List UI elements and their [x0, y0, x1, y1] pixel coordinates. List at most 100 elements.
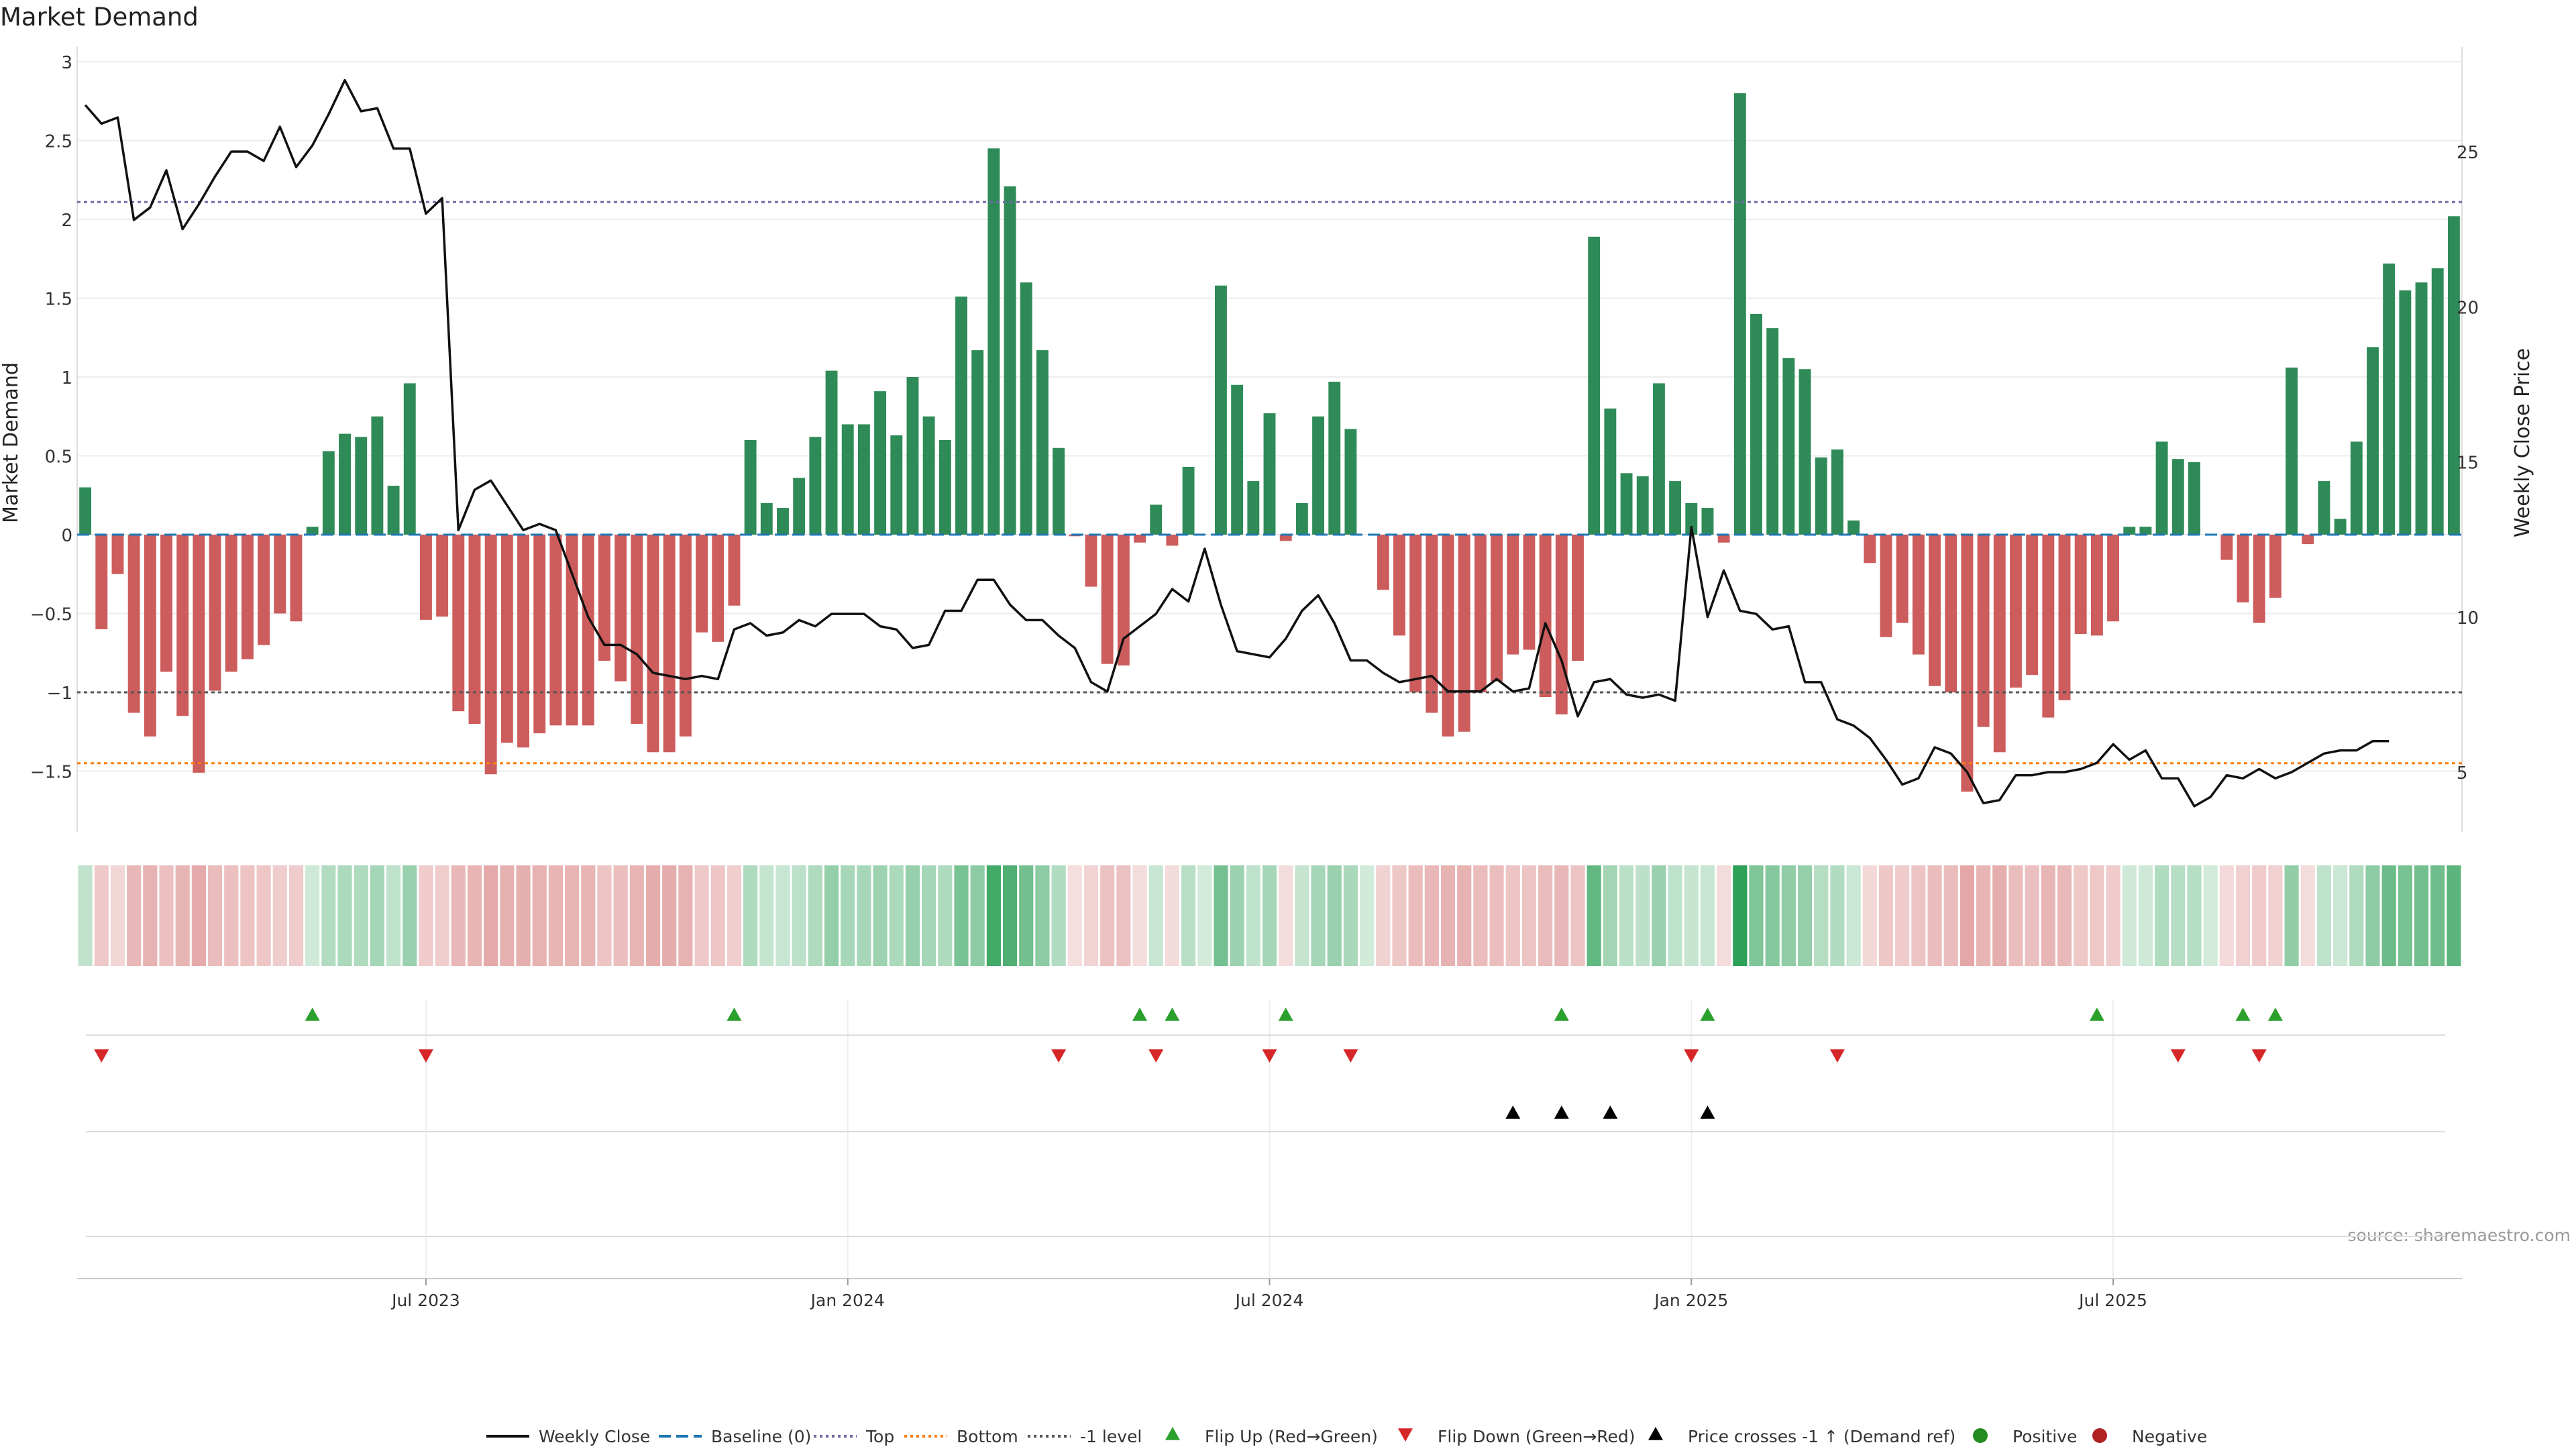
heat-cell [857, 865, 871, 966]
heat-cell [2155, 865, 2169, 966]
heat-cell [2090, 865, 2104, 966]
flip-down-marker [1148, 1049, 1164, 1063]
demand-bar-positive [1782, 358, 1795, 535]
heat-cell [224, 865, 239, 966]
demand-bar-positive [760, 503, 773, 535]
heat-cell [2041, 865, 2055, 966]
heat-cell [516, 865, 531, 966]
heat-cell [727, 865, 742, 966]
demand-bar-positive [371, 416, 384, 535]
y-tick-label-right: 25 [2457, 143, 2479, 163]
reference-lines [77, 201, 2462, 765]
demand-bar-positive [1020, 282, 1032, 535]
heat-cell [1489, 865, 1504, 966]
demand-bar-negative [1539, 535, 1552, 698]
heat-cell [1976, 865, 1991, 966]
demand-bar-negative [582, 535, 594, 726]
flip-up-marker [2267, 1008, 2283, 1021]
demand-heat-strip [78, 865, 2461, 966]
heat-cell [565, 865, 580, 966]
demand-bar-negative [1377, 535, 1389, 590]
demand-bar-negative [258, 535, 270, 645]
heat-cell [1067, 865, 1082, 966]
demand-bar-negative [517, 535, 529, 748]
demand-bar-positive [1053, 447, 1065, 535]
demand-bar-negative [614, 535, 627, 682]
heat-cell [484, 865, 498, 966]
legend-label: Top [865, 1427, 894, 1446]
demand-bar-positive [793, 478, 806, 535]
legend-swatch-triangle-up [1165, 1427, 1180, 1440]
heat-cell [1262, 865, 1277, 966]
demand-bar-positive [2171, 459, 2184, 535]
heat-cell [1392, 865, 1407, 966]
demand-bar-negative [549, 535, 562, 726]
heat-cell [354, 865, 368, 966]
heat-cell [678, 865, 693, 966]
heat-cell [2057, 865, 2072, 966]
demand-bar-positive [1847, 520, 1860, 535]
heat-cell [2398, 865, 2412, 966]
demand-bar-negative [1896, 535, 1909, 623]
demand-bar-positive [2286, 367, 2298, 535]
heat-cell [1376, 865, 1391, 966]
heat-cell [1619, 865, 1634, 966]
demand-bar-positive [955, 297, 967, 535]
heat-cell [1197, 865, 1212, 966]
demand-bar-negative [500, 535, 513, 743]
demand-bar-negative [1572, 535, 1584, 661]
source-note: source: sharemaestro.com [2348, 1226, 2571, 1245]
demand-bar-negative [1555, 535, 1568, 714]
demand-bar-negative [533, 535, 546, 734]
y-tick-label-right: 10 [2457, 608, 2479, 629]
demand-bar-positive [387, 486, 400, 535]
heat-cell [419, 865, 433, 966]
heat-cell [1797, 865, 1813, 966]
demand-bar-negative [2042, 535, 2055, 718]
demand-bar-negative [2010, 535, 2022, 688]
legend-label: -1 level [1080, 1427, 1142, 1446]
heat-cell [1603, 865, 1617, 966]
heat-cell [1814, 865, 1829, 966]
demand-bar-positive [1004, 186, 1016, 535]
heat-cell [143, 865, 158, 966]
demand-bar-positive [2399, 290, 2412, 535]
heat-cell [2365, 865, 2380, 966]
legend: Weekly Close Baseline (0) Top Bottom -1 leve… [486, 1427, 2207, 1446]
y-tick-label-left: 0 [61, 526, 72, 546]
heat-cell [1457, 865, 1472, 966]
heat-cell [1635, 865, 1650, 966]
demand-bar-positive [1328, 382, 1341, 535]
heat-cell [1343, 865, 1358, 966]
heat-cell [1749, 865, 1764, 966]
y-tick-label-right: 15 [2457, 453, 2479, 474]
heat-cell [386, 865, 401, 966]
price-cross-marker [1554, 1106, 1569, 1119]
price-cross-marker [1505, 1106, 1521, 1119]
demand-bar-negative [1393, 535, 1405, 636]
legend-label: Positive [2012, 1427, 2077, 1446]
weekly-close-line [84, 78, 2390, 808]
demand-bar-positive [1620, 473, 1633, 535]
demand-bar-negative [2107, 535, 2119, 622]
heat-cell [1051, 865, 1066, 966]
demand-bar-negative [1523, 535, 1536, 650]
demand-bar-positive [2431, 268, 2444, 535]
demand-bar-positive [987, 148, 1000, 535]
demand-bar-positive [403, 383, 416, 535]
demand-bar-positive [1815, 457, 1827, 535]
heat-cell [759, 865, 774, 966]
demand-bar-positive [339, 433, 351, 535]
flip-down-marker [1051, 1049, 1067, 1063]
flip-up-marker [1132, 1008, 1148, 1021]
heat-cell [1279, 865, 1293, 966]
event-marker-panels [86, 1008, 2445, 1237]
heat-cell [110, 865, 125, 966]
heat-cell [1992, 865, 2007, 966]
demand-bar-positive [1701, 508, 1714, 535]
heat-cell [2074, 865, 2088, 966]
heat-cell [94, 865, 109, 966]
heat-cell [775, 865, 790, 966]
heat-cell [1505, 865, 1520, 966]
heat-cell [629, 865, 644, 966]
